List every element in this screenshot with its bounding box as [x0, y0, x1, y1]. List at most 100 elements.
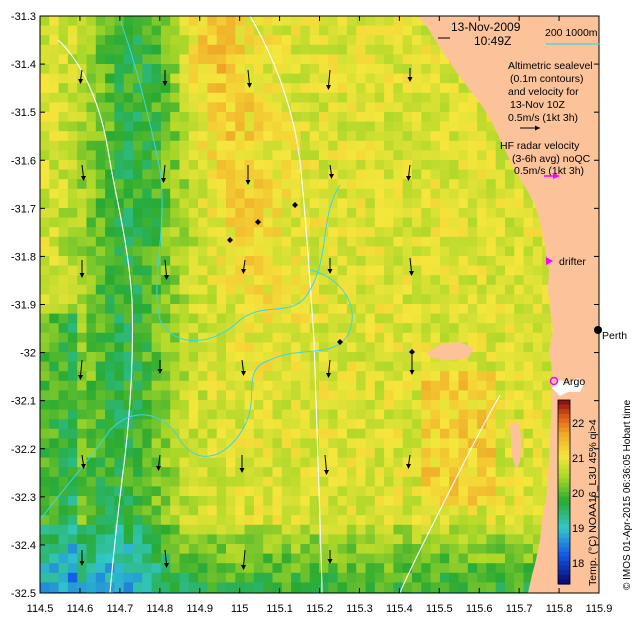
- sst-cell: [402, 467, 413, 478]
- sst-cell: [123, 92, 134, 103]
- sst-cell: [281, 553, 292, 564]
- sst-cell: [86, 150, 97, 161]
- credit-label: © IMOS 01-Apr-2015 06:36:05 Hobart time: [622, 399, 633, 590]
- sst-cell: [384, 102, 394, 113]
- sst-cell: [133, 275, 143, 286]
- sst-cell: [86, 275, 97, 286]
- sst-cell: [495, 169, 506, 180]
- sst-cell: [198, 246, 208, 257]
- sst-cell: [328, 227, 339, 238]
- sst-cell: [532, 323, 543, 334]
- lat-tick-label: -32.1: [11, 396, 36, 408]
- sst-cell: [58, 400, 69, 411]
- sst-cell: [412, 64, 422, 75]
- sst-cell: [40, 409, 50, 420]
- sst-cell: [160, 544, 171, 555]
- sst-cell: [272, 515, 283, 526]
- sst-cell: [133, 35, 143, 46]
- sst-cell: [365, 112, 376, 123]
- sst-cell: [467, 371, 478, 382]
- sst-cell: [486, 256, 497, 267]
- sst-cell: [67, 54, 78, 65]
- sst-cell: [272, 35, 283, 46]
- sst-cell: [402, 112, 413, 123]
- sst-cell: [151, 544, 162, 555]
- sst-cell: [114, 409, 125, 420]
- sst-cell: [281, 294, 292, 305]
- sst-cell: [86, 217, 97, 228]
- sst-cell: [160, 428, 171, 439]
- sst-cell: [198, 582, 208, 593]
- sst-cell: [477, 217, 487, 228]
- sst-cell: [272, 236, 283, 247]
- sst-cell: [198, 544, 208, 555]
- sst-cell: [40, 467, 50, 478]
- sst-cell: [170, 25, 181, 36]
- sst-cell: [263, 332, 274, 343]
- sst-cell: [49, 131, 60, 142]
- sst-cell: [123, 534, 134, 545]
- sst-cell: [253, 457, 264, 468]
- sst-cell: [439, 438, 450, 449]
- sst-cell: [123, 342, 134, 353]
- sst-cell: [328, 553, 339, 564]
- isobath-1000m-a: [57, 39, 134, 593]
- sst-cell: [253, 121, 264, 132]
- sst-cell: [412, 246, 422, 257]
- sst-cell: [402, 553, 413, 564]
- sst-cell: [188, 16, 199, 27]
- sst-cell: [514, 390, 525, 401]
- sst-cell: [309, 179, 320, 190]
- sst-cell: [86, 92, 97, 103]
- sst-cell: [40, 592, 50, 593]
- sst-cell: [356, 294, 367, 305]
- sst-cell: [49, 400, 60, 411]
- sst-cell: [235, 592, 246, 593]
- sst-cell: [309, 169, 320, 180]
- sst-cell: [402, 371, 413, 382]
- sst-cell: [40, 188, 50, 199]
- sst-cell: [439, 169, 450, 180]
- sst-cell: [393, 563, 404, 574]
- sst-cell: [105, 342, 115, 353]
- sst-cell: [67, 217, 78, 228]
- sst-cell: [356, 524, 367, 535]
- sst-cell: [263, 486, 274, 497]
- lon-tick-label: 115.1: [266, 603, 293, 615]
- sst-cell: [402, 572, 413, 583]
- sst-cell: [263, 284, 274, 295]
- sst-cell: [319, 44, 329, 55]
- sst-cell: [291, 160, 301, 171]
- sst-cell: [393, 390, 404, 401]
- sst-cell: [439, 457, 450, 468]
- sst-cell: [179, 371, 190, 382]
- velocity-arrow-shaft: [243, 259, 246, 271]
- sst-cell: [393, 524, 404, 535]
- sst-cell: [207, 265, 218, 276]
- sst-cell: [253, 73, 264, 84]
- sst-cell: [374, 246, 385, 257]
- sst-cell: [235, 25, 246, 36]
- sst-cell: [105, 131, 115, 142]
- sst-cell: [309, 553, 320, 564]
- sst-cell: [151, 64, 162, 75]
- sst-cell: [374, 16, 385, 27]
- sst-cell: [393, 313, 404, 324]
- sst-cell: [58, 361, 69, 372]
- sst-cell: [253, 332, 264, 343]
- sst-cell: [300, 323, 311, 334]
- sst-cell: [523, 467, 534, 478]
- sst-cell: [458, 371, 469, 382]
- sst-cell: [412, 515, 422, 526]
- sst-cell: [114, 217, 125, 228]
- sst-cell: [532, 496, 543, 507]
- sst-cell: [477, 179, 487, 190]
- sst-cell: [40, 102, 50, 113]
- sst-cell: [49, 486, 60, 497]
- sst-cell: [412, 409, 422, 420]
- sst-cell: [505, 534, 515, 545]
- sst-cell: [123, 524, 134, 535]
- sst-cell: [244, 140, 255, 151]
- sst-cell: [319, 486, 329, 497]
- sst-cell: [160, 496, 171, 507]
